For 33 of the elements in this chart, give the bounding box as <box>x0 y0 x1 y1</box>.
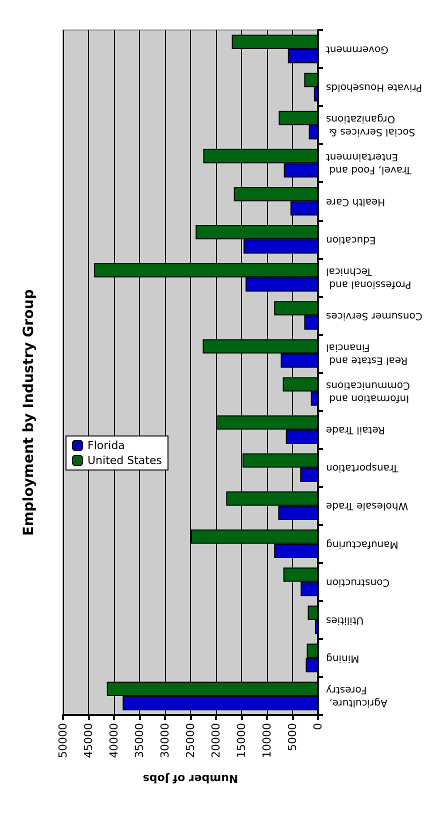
y-tick-label: Social Services & Organizations <box>326 113 416 138</box>
y-tick-label: Education <box>326 234 376 245</box>
text: Employment by Industry Group <box>21 289 37 536</box>
x-tick-label: 35000 <box>133 723 146 758</box>
y-tick-label: Transportation <box>326 462 400 474</box>
y-tick-label: Consumer Services <box>326 310 422 321</box>
x-tick-label: 10000 <box>260 723 274 758</box>
x-tick-label: 5000 <box>286 723 299 751</box>
y-tick-label: Real Estate and Financial <box>326 341 408 366</box>
x-tick-label: 40000 <box>108 723 120 758</box>
x-tick-label: 50000 <box>56 723 70 758</box>
y-tick-label: Agriculture, Forestry <box>326 684 388 708</box>
y-tick-label: Professional and Technical <box>326 265 412 290</box>
y-tick-label: Manufacturing <box>326 538 398 550</box>
x-tick-label: 45000 <box>82 723 95 758</box>
y-tick-label: Private Households <box>326 82 422 93</box>
y-tick-label: Construction <box>326 576 390 588</box>
y-tick-label: Mining <box>326 652 360 664</box>
legend-label: United States <box>88 454 162 467</box>
y-tick-label: Information and Communications <box>326 380 410 404</box>
legend-label: Florida <box>88 439 125 452</box>
x-tick-label: 0 <box>312 723 324 730</box>
x-tick-label: 25000 <box>184 723 197 758</box>
x-tick-label: 20000 <box>210 723 222 758</box>
x-tick-label: 15000 <box>235 723 248 758</box>
x-axis-title: Number of Jobs <box>142 772 238 785</box>
x-tick-label: 30000 <box>158 723 172 758</box>
y-tick-label: Health Care <box>326 196 386 207</box>
y-tick-label: Travel, Food and Entertainment <box>326 151 412 176</box>
y-tick-label: Wholesale Trade <box>326 500 408 512</box>
y-tick-label: Utilities <box>326 614 364 626</box>
y-tick-label: Retail Trade <box>326 424 385 436</box>
y-tick-label: Government <box>326 44 388 55</box>
